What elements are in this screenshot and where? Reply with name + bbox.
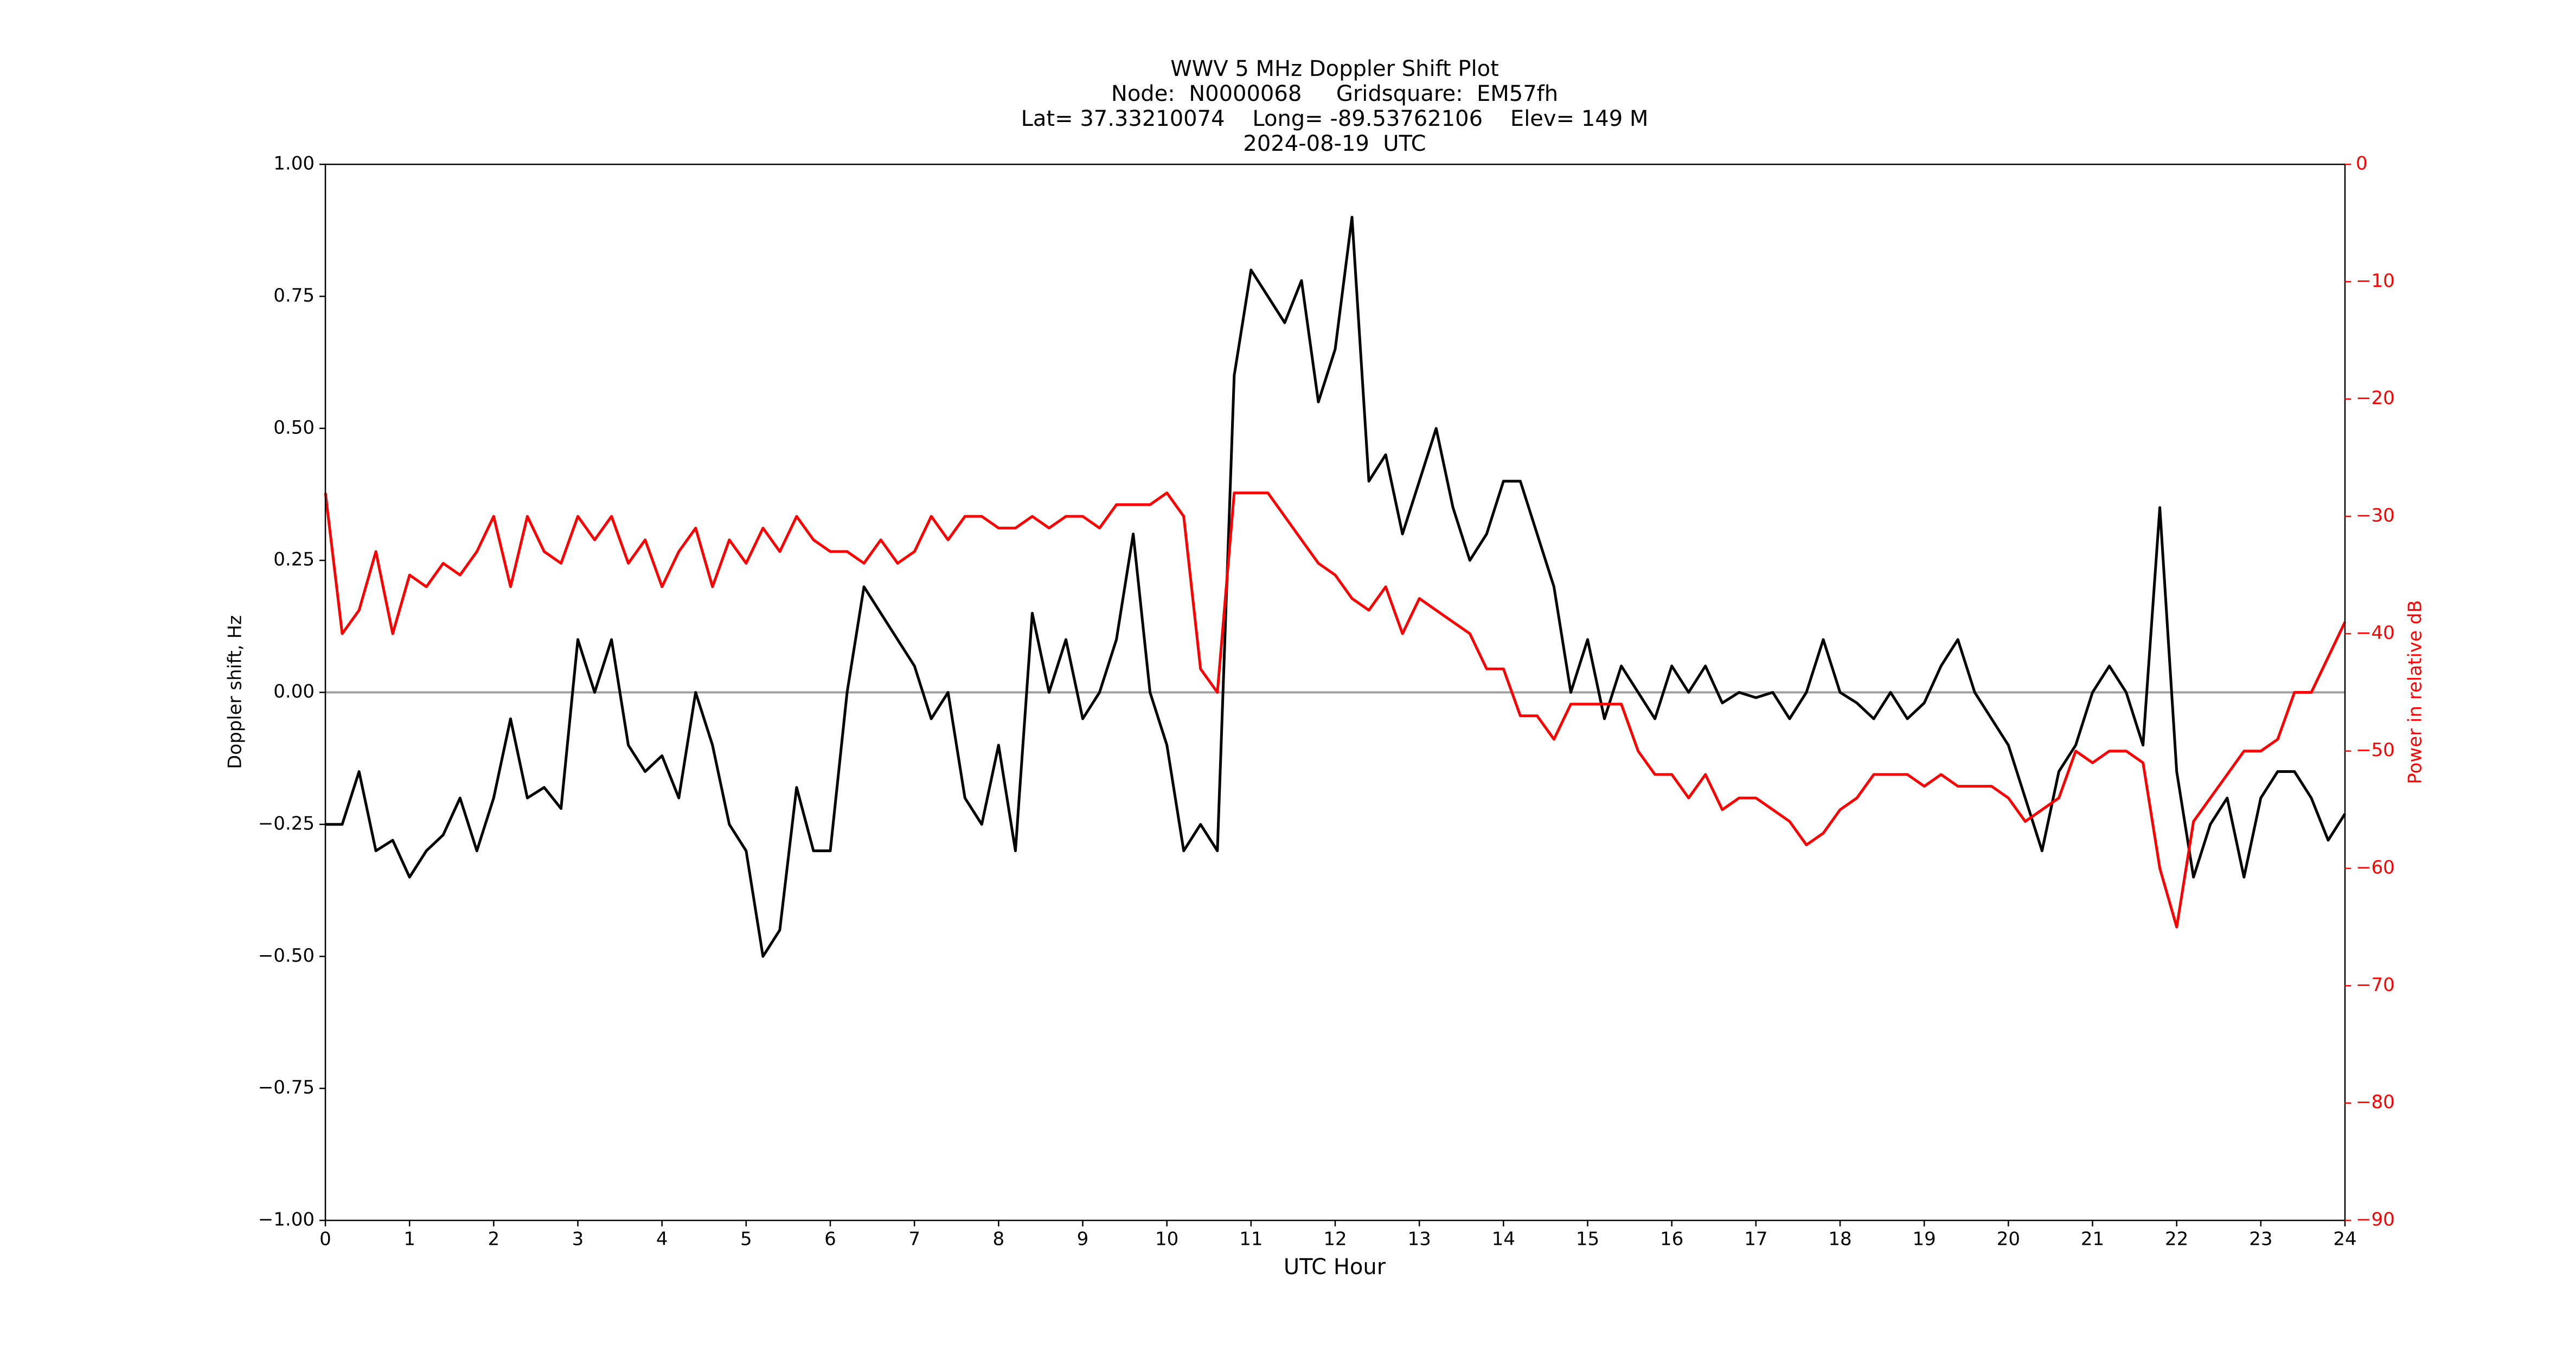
chart-subtitle: Lat= 37.33210074 Long= -89.53762106 Elev…	[1021, 106, 1649, 131]
chart-subtitle: Node: N0000068 Gridsquare: EM57fh	[1111, 81, 1558, 106]
chart-subtitle: 2024-08-19 UTC	[1243, 131, 1426, 156]
x-tick-label: 13	[1408, 1229, 1431, 1250]
x-tick-label: 6	[824, 1229, 836, 1250]
y2-tick-label: 0	[2356, 153, 2368, 175]
x-tick-label: 19	[1913, 1229, 1936, 1250]
x-tick-label: 22	[2165, 1229, 2188, 1250]
x-tick-label: 16	[1660, 1229, 1683, 1250]
x-tick-label: 17	[1744, 1229, 1767, 1250]
y2-tick-label: −10	[2356, 270, 2395, 292]
x-axis-label: UTC Hour	[1284, 1255, 1386, 1280]
y-axis-label: Doppler shift, Hz	[225, 615, 246, 769]
y2-tick-label: −70	[2356, 974, 2395, 996]
x-tick-label: 8	[993, 1229, 1005, 1250]
x-tick-label: 24	[2333, 1229, 2356, 1250]
x-tick-label: 12	[1323, 1229, 1347, 1250]
y2-tick-label: −30	[2356, 505, 2395, 527]
x-tick-label: 23	[2249, 1229, 2272, 1250]
x-tick-label: 3	[572, 1229, 584, 1250]
x-tick-label: 21	[2081, 1229, 2104, 1250]
y-tick-label: −0.25	[258, 813, 315, 834]
chart-title: WWV 5 MHz Doppler Shift Plot	[1170, 56, 1499, 81]
y-tick-label: 0.25	[273, 549, 315, 571]
y2-tick-label: −60	[2356, 857, 2395, 879]
y-tick-label: 0.00	[273, 681, 315, 702]
y-tick-label: −0.75	[258, 1077, 315, 1098]
x-tick-label: 5	[740, 1229, 752, 1250]
y2-tick-label: −20	[2356, 387, 2395, 409]
y2-tick-label: −50	[2356, 739, 2395, 761]
y2-axis-label: Power in relative dB	[2405, 600, 2426, 784]
y2-tick-label: −90	[2356, 1209, 2395, 1231]
x-tick-label: 10	[1155, 1229, 1178, 1250]
x-tick-label: 11	[1239, 1229, 1263, 1250]
data-line	[325, 215, 2347, 958]
x-tick-label: 20	[1997, 1229, 2020, 1250]
x-tick-label: 14	[1492, 1229, 1515, 1250]
x-tick-label: 7	[908, 1229, 920, 1250]
y2-tick-label: −40	[2356, 622, 2395, 644]
x-tick-label: 18	[1828, 1229, 1851, 1250]
data-line	[324, 491, 2347, 929]
x-tick-label: 1	[403, 1229, 415, 1250]
y-tick-label: −0.50	[258, 945, 315, 967]
x-tick-label: 4	[656, 1229, 668, 1250]
y2-tick-label: −80	[2356, 1091, 2395, 1113]
x-tick-label: 9	[1077, 1229, 1089, 1250]
x-tick-label: 15	[1576, 1229, 1599, 1250]
y-tick-label: 0.50	[273, 417, 315, 438]
x-tick-label: 2	[488, 1229, 500, 1250]
y-tick-label: −1.00	[258, 1209, 315, 1231]
x-tick-label: 0	[319, 1229, 331, 1250]
y-tick-label: 1.00	[273, 153, 315, 175]
y-tick-label: 0.75	[273, 285, 315, 306]
